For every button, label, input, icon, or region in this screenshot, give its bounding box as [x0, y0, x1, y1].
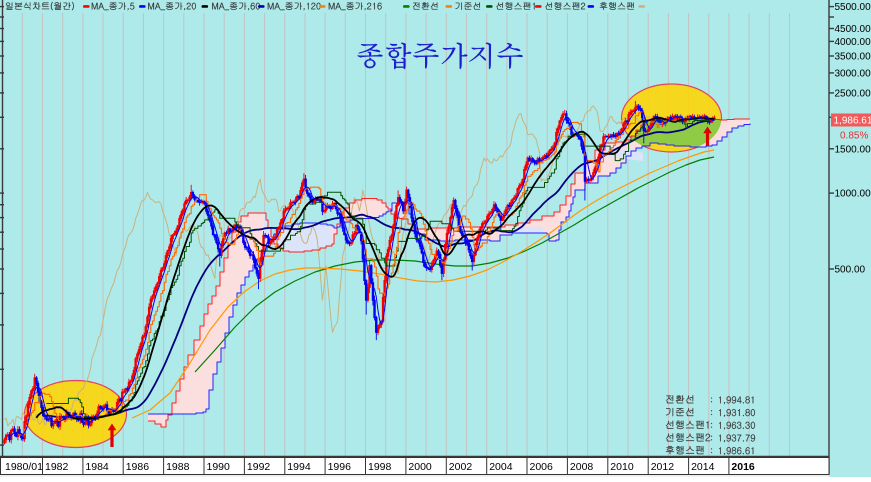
svg-text:1996: 1996	[328, 461, 352, 473]
svg-text:1000.00: 1000.00	[835, 189, 871, 200]
svg-text:4000.00: 4000.00	[835, 37, 871, 48]
svg-text:1980/01: 1980/01	[5, 461, 43, 473]
svg-text:1990: 1990	[207, 461, 231, 473]
svg-text:3000.00: 3000.00	[835, 68, 871, 79]
svg-text:2016: 2016	[731, 461, 755, 473]
svg-text:1988: 1988	[166, 461, 190, 473]
svg-text:1992: 1992	[247, 461, 271, 473]
svg-text:1998: 1998	[368, 461, 392, 473]
svg-text:2014: 2014	[691, 461, 715, 473]
svg-text:1500.00: 1500.00	[835, 144, 871, 155]
svg-text:2500.00: 2500.00	[835, 88, 871, 99]
svg-text:2002: 2002	[449, 461, 473, 473]
svg-text:2004: 2004	[489, 461, 513, 473]
svg-text:0.85%: 0.85%	[840, 131, 868, 142]
svg-text:500.00: 500.00	[835, 265, 866, 276]
svg-text:1984: 1984	[85, 461, 109, 473]
svg-text:2012: 2012	[651, 461, 675, 473]
svg-text:1994: 1994	[287, 461, 311, 473]
svg-text:1,986.61: 1,986.61	[834, 116, 871, 127]
svg-text:5500.00: 5500.00	[835, 2, 871, 13]
svg-text:2000: 2000	[408, 461, 432, 473]
svg-text:3500.00: 3500.00	[835, 52, 871, 63]
svg-text:1982: 1982	[45, 461, 69, 473]
svg-text:4500.00: 4500.00	[835, 24, 871, 35]
svg-text:2006: 2006	[530, 461, 554, 473]
svg-text:1986: 1986	[126, 461, 150, 473]
svg-text:2010: 2010	[610, 461, 634, 473]
svg-text:2008: 2008	[570, 461, 594, 473]
